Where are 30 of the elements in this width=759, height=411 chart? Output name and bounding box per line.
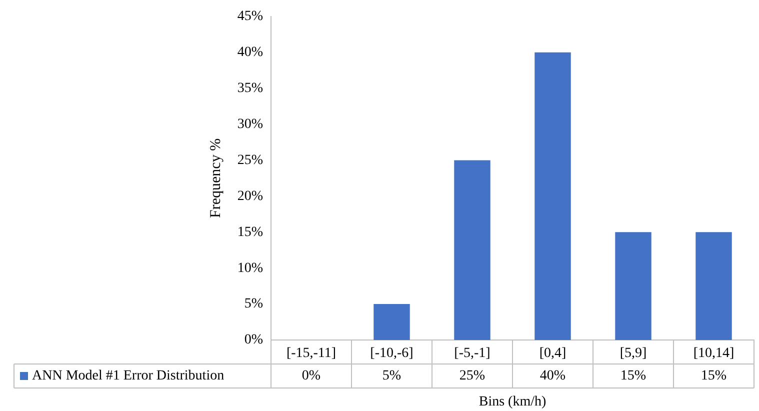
y-tick-label: 10% — [237, 260, 264, 276]
data-label: 15% — [620, 368, 646, 384]
data-label: 25% — [459, 368, 486, 384]
y-tick-label: 5% — [244, 296, 264, 312]
x-tick-label: [5,9] — [620, 346, 647, 362]
y-tick-label: 25% — [237, 152, 264, 168]
bar — [534, 52, 571, 340]
y-axis-title: Frequency % — [208, 138, 224, 218]
x-tick-label: [-10,-6] — [370, 346, 414, 362]
y-tick-label: 40% — [237, 45, 264, 60]
x-tick-label: [10,14] — [693, 346, 734, 362]
bar — [615, 232, 652, 340]
data-label: 5% — [382, 368, 402, 384]
x-tick-label: [0,4] — [539, 346, 566, 362]
y-tick-label: 45% — [237, 9, 264, 24]
y-tick-label: 30% — [237, 116, 264, 132]
x-tick-label: [-5,-1] — [454, 346, 490, 362]
bar — [454, 160, 490, 340]
x-axis-title: Bins (km/h) — [478, 394, 546, 410]
x-tick-label: [-15,-11] — [286, 346, 336, 362]
data-label: 0% — [302, 368, 321, 384]
y-tick-label: 15% — [237, 224, 264, 240]
y-tick-label: 35% — [237, 80, 264, 96]
y-tick-label: 0% — [244, 332, 264, 348]
bar — [696, 232, 732, 340]
data-label: 40% — [540, 368, 566, 384]
y-tick-label: 20% — [237, 188, 264, 204]
legend-label: ANN Model #1 Error Distribution — [32, 368, 224, 384]
bar — [374, 304, 410, 340]
data-label: 15% — [700, 368, 727, 384]
